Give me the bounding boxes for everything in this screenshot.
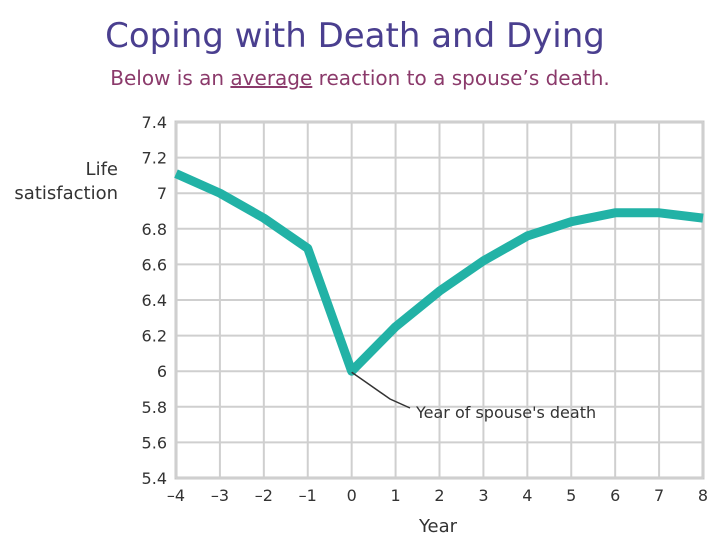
annotation-label: Year of spouse's death: [415, 403, 596, 422]
subtitle-text-end: reaction to a spouse’s death.: [312, 66, 610, 90]
y-axis-label: Life satisfaction: [8, 158, 118, 206]
x-tick-label: 5: [566, 486, 576, 505]
y-tick-label: 6.8: [142, 220, 167, 239]
x-tick-label: 3: [478, 486, 488, 505]
x-tick-label: 7: [654, 486, 664, 505]
y-tick-label: 5.6: [142, 433, 167, 452]
annotation-leader-line: [351, 371, 411, 409]
subtitle-emphasis: average: [230, 66, 313, 90]
x-tick-label: 2: [434, 486, 444, 505]
y-tick-label: 6.6: [142, 255, 167, 274]
x-tick-label: –4: [167, 486, 185, 505]
x-tick-label: 4: [522, 486, 532, 505]
x-tick-label: 1: [390, 486, 400, 505]
x-tick-label: –3: [211, 486, 229, 505]
slide-subtitle: Below is an average reaction to a spouse…: [0, 66, 720, 90]
y-tick-label: 5.8: [142, 398, 167, 417]
x-tick-label: 0: [347, 486, 357, 505]
y-tick-label: 7: [157, 184, 167, 203]
y-tick-label: 6: [157, 362, 167, 381]
series-line: [174, 169, 704, 376]
x-tick-label: –2: [255, 486, 273, 505]
y-tick-label: 6.2: [142, 327, 167, 346]
y-tick-label: 6.4: [142, 291, 167, 310]
y-tick-label: 7.4: [142, 113, 167, 132]
x-tick-label: –1: [299, 486, 317, 505]
x-axis-label: Year: [418, 516, 458, 537]
subtitle-text-start: Below is an: [110, 66, 231, 90]
y-tick-label: 7.2: [142, 149, 167, 168]
slide-title: Coping with Death and Dying: [105, 16, 605, 56]
y-tick-label: 5.4: [142, 469, 167, 488]
x-tick-label: 6: [610, 486, 620, 505]
y-axis-label-line1: Life: [85, 159, 118, 180]
x-tick-label: 8: [698, 486, 708, 505]
y-axis-label-line2: satisfaction: [14, 183, 118, 204]
